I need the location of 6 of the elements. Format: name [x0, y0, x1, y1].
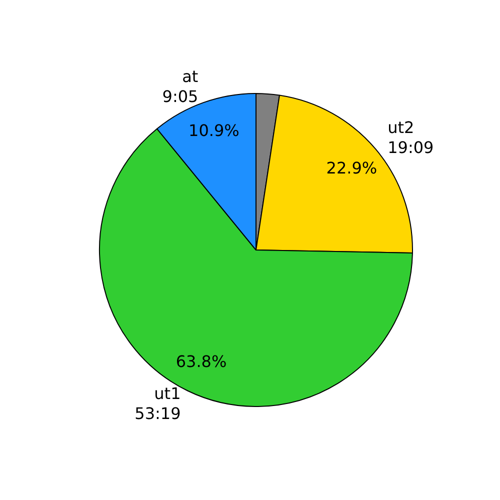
data-label: 22.9% [326, 158, 378, 178]
slice-label: ut2 19:09 [388, 118, 434, 158]
data-label: 10.9% [188, 121, 240, 140]
slice-label: at 9:05 [162, 67, 198, 106]
slice-label: ut1 53:19 [134, 384, 181, 423]
data-label: 63.8% [176, 352, 227, 371]
